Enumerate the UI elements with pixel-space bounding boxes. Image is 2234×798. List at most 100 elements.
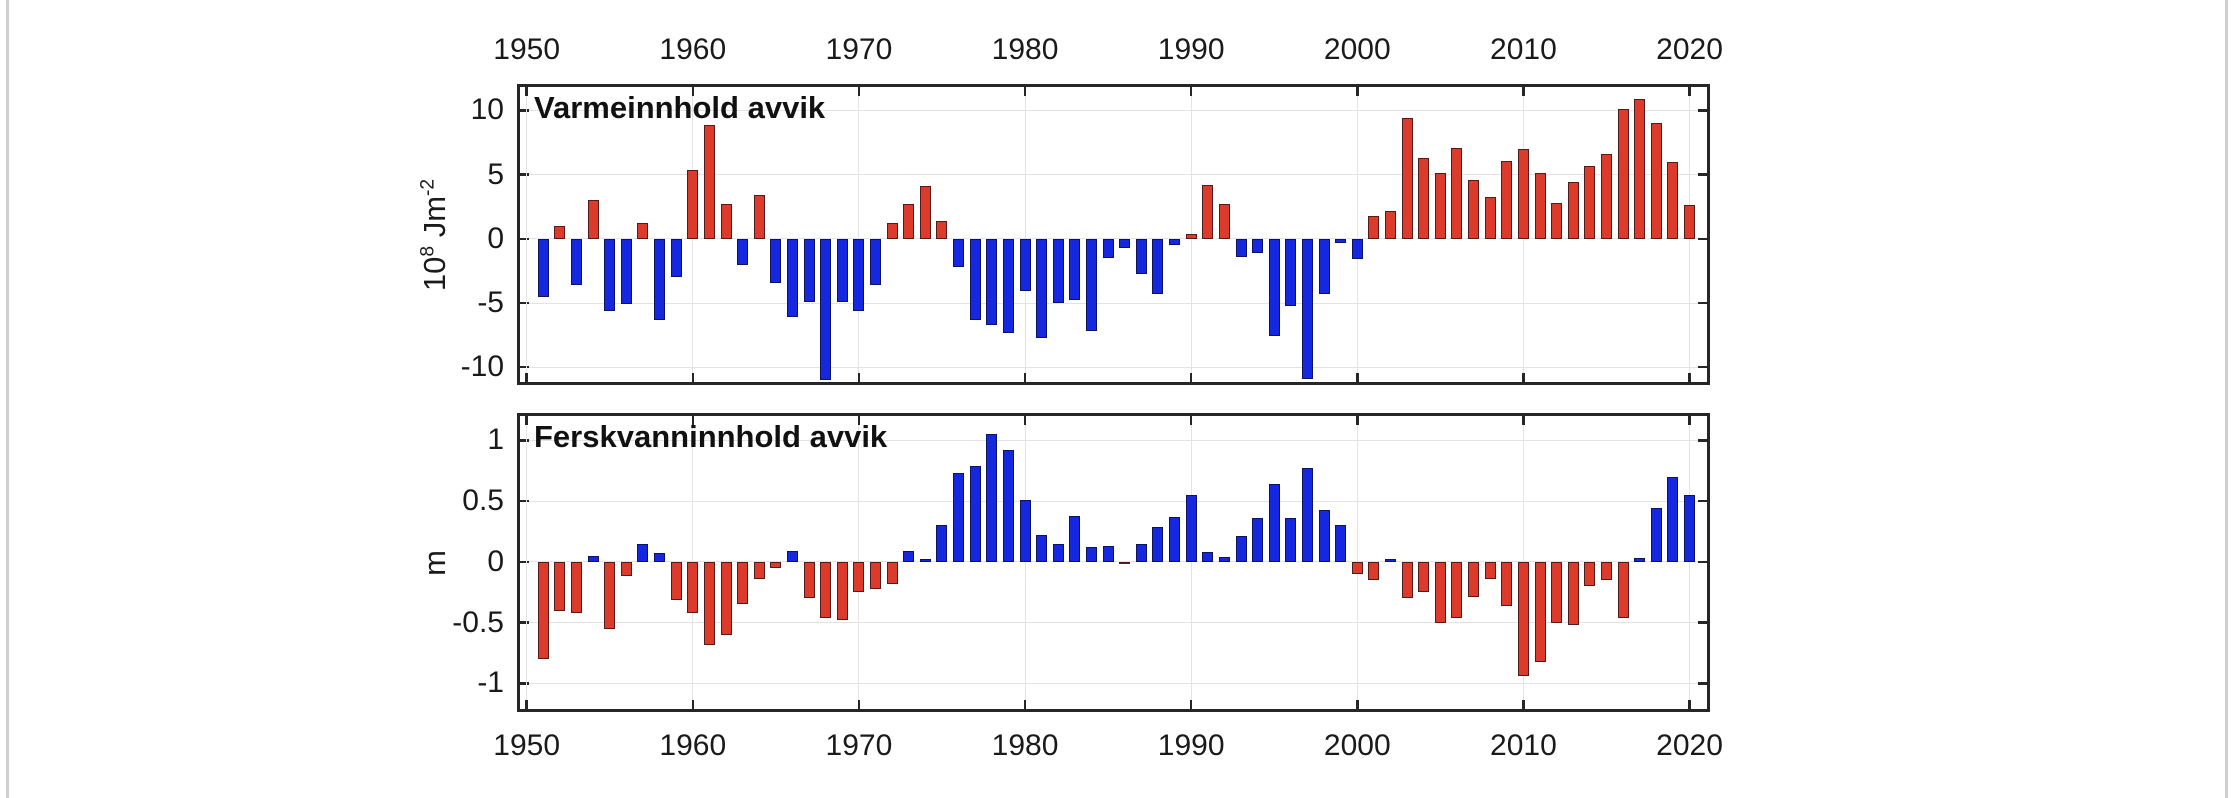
bar-2018 bbox=[1650, 123, 1662, 239]
bar-2020 bbox=[1684, 495, 1696, 562]
x-tick-label-1950: 1950 bbox=[493, 729, 561, 762]
freshwater-plot-area: 1 0.5 0 -0.5 -1 1950 1960 1970 1980 1990 2000 2010 2… bbox=[452, 416, 1723, 762]
bar-1993 bbox=[1235, 536, 1247, 562]
x-tick-label-1960: 1960 bbox=[659, 33, 727, 66]
bar-1956 bbox=[620, 238, 632, 305]
bar-2020 bbox=[1684, 205, 1696, 239]
y-tick-label-5: 5 bbox=[487, 157, 504, 191]
y-tick-left bbox=[520, 109, 529, 112]
y-tick-right bbox=[1698, 682, 1707, 685]
x-tick-top bbox=[857, 416, 861, 425]
y-gridline-0.5 bbox=[520, 500, 1707, 502]
bar-2011 bbox=[1534, 561, 1546, 662]
y-tick-label-10: 10 bbox=[470, 93, 504, 127]
bar-2008 bbox=[1484, 561, 1496, 579]
x-tick-bottom bbox=[1688, 700, 1691, 709]
x-tick-label-1990: 1990 bbox=[1157, 729, 1225, 762]
bar-1994 bbox=[1252, 518, 1264, 562]
x-tick-top bbox=[857, 87, 861, 96]
y-tick-left bbox=[520, 439, 529, 442]
y-tick-label-0: 0 bbox=[487, 221, 504, 255]
y-tick-left bbox=[520, 365, 529, 369]
bar-2010 bbox=[1517, 149, 1529, 239]
bar-1963 bbox=[737, 238, 749, 265]
x-gridline-1970 bbox=[858, 87, 860, 382]
y-tick-left bbox=[520, 301, 529, 305]
bar-2017 bbox=[1634, 98, 1646, 239]
bar-2009 bbox=[1501, 561, 1513, 606]
bar-1957 bbox=[637, 543, 649, 562]
bar-1980 bbox=[1019, 499, 1031, 562]
x-tick-label-1980: 1980 bbox=[991, 33, 1059, 66]
y-gridline--10 bbox=[520, 366, 1707, 368]
bar-1982 bbox=[1052, 238, 1064, 304]
y-tick-right bbox=[1698, 621, 1707, 624]
heat-content-chart: Varmeinnhold avvik 108 Jm-2 10 5 0 -5 -10 195… bbox=[417, 33, 1723, 385]
x-tick-top bbox=[1522, 416, 1525, 425]
x-tick-label-2010: 2010 bbox=[1490, 33, 1557, 66]
bar-1960 bbox=[687, 169, 699, 239]
bar-1961 bbox=[703, 561, 715, 645]
bar-2007 bbox=[1468, 179, 1480, 239]
bar-1955 bbox=[604, 561, 616, 629]
bar-1962 bbox=[720, 561, 732, 635]
bar-1982 bbox=[1052, 543, 1064, 562]
bar-1954 bbox=[587, 200, 599, 239]
bar-1953 bbox=[570, 238, 582, 286]
x-gridline-1980 bbox=[1024, 87, 1026, 382]
x-tick-top bbox=[1189, 416, 1193, 425]
x-tick-bottom bbox=[1522, 373, 1525, 382]
bar-1969 bbox=[836, 238, 848, 302]
bar-1988 bbox=[1152, 238, 1164, 295]
x-gridline-1980 bbox=[1024, 416, 1026, 709]
bar-2007 bbox=[1468, 561, 1480, 598]
bar-1962 bbox=[720, 204, 732, 239]
bar-1973 bbox=[903, 550, 915, 562]
bar-1997 bbox=[1301, 468, 1313, 562]
bar-1981 bbox=[1036, 238, 1048, 338]
freshwater-content-chart: Ferskvanninnhold avvik m 1 0.5 0 -0.5 -1 1950… bbox=[417, 413, 1723, 762]
bar-1983 bbox=[1069, 515, 1081, 562]
bar-1954 bbox=[587, 555, 599, 562]
y-tick-right bbox=[1698, 365, 1707, 369]
bar-1971 bbox=[870, 561, 882, 589]
x-gridline-1950 bbox=[526, 416, 528, 709]
bar-1967 bbox=[803, 238, 815, 302]
bar-1969 bbox=[836, 561, 848, 621]
bar-1972 bbox=[886, 561, 898, 584]
bar-1989 bbox=[1169, 516, 1181, 562]
x-gridline-2020 bbox=[1689, 416, 1691, 709]
bar-1952 bbox=[554, 226, 566, 239]
bar-1953 bbox=[570, 561, 582, 613]
bar-1992 bbox=[1218, 557, 1230, 562]
bar-2011 bbox=[1534, 173, 1546, 239]
bar-1988 bbox=[1152, 526, 1164, 562]
bar-1998 bbox=[1318, 509, 1330, 562]
bar-1960 bbox=[687, 561, 699, 613]
bar-1984 bbox=[1085, 547, 1097, 562]
x-tick-label-2000: 2000 bbox=[1323, 33, 1391, 66]
heat-plot-area: 10 5 0 -5 -10 1950 1960 1970 1980 1990 2000 2010 202… bbox=[461, 33, 1723, 383]
bar-2001 bbox=[1368, 561, 1380, 581]
heat-chart-title: Varmeinnhold avvik bbox=[534, 90, 826, 125]
bar-1970 bbox=[853, 238, 865, 311]
bar-2010 bbox=[1517, 561, 1529, 677]
bar-1958 bbox=[654, 238, 666, 320]
y-tick-right bbox=[1698, 173, 1707, 176]
bar-1964 bbox=[753, 561, 765, 579]
bar-2016 bbox=[1617, 561, 1629, 618]
x-tick-label-2020: 2020 bbox=[1656, 33, 1723, 66]
bar-1984 bbox=[1085, 238, 1097, 332]
y-tick-left bbox=[520, 682, 529, 685]
bar-1965 bbox=[770, 561, 782, 568]
bar-1951 bbox=[537, 561, 549, 660]
bar-1993 bbox=[1235, 238, 1247, 257]
bar-1951 bbox=[537, 238, 549, 297]
bar-1964 bbox=[753, 195, 765, 239]
bar-2004 bbox=[1418, 157, 1430, 239]
bar-1959 bbox=[670, 238, 682, 278]
y-tick-right bbox=[1698, 301, 1707, 305]
y-tick-left bbox=[520, 560, 529, 564]
y-gridline--0.5 bbox=[520, 622, 1707, 624]
